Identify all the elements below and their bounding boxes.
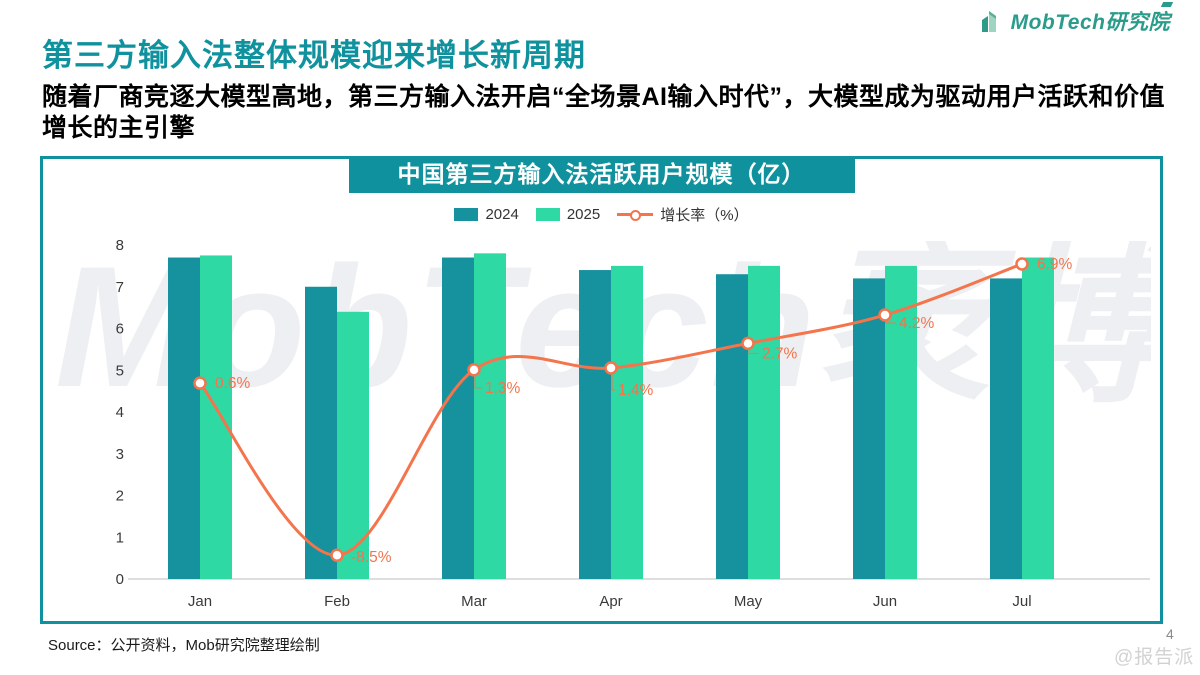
- growth-label-Jun: 4.2%: [899, 315, 935, 332]
- growth-label-Jan: 0.6%: [215, 375, 251, 392]
- page-number: 4: [1166, 626, 1174, 642]
- graduation-cap-icon: [1160, 2, 1174, 7]
- legend-line-dot: [630, 209, 642, 221]
- x-tick-label: Jun: [873, 593, 897, 610]
- bar-2024-Jan: [168, 257, 200, 579]
- bar-2025-Jan: [200, 255, 232, 579]
- page-title: 第三方输入法整体规模迎来增长新周期: [42, 38, 586, 73]
- bar-2024-Mar: [442, 257, 474, 579]
- logo-text: MobTech研究院: [1010, 11, 1170, 34]
- bar-2024-Jun: [853, 278, 885, 579]
- y-tick-label: 6: [116, 321, 124, 338]
- y-tick-label: 0: [116, 571, 124, 588]
- bar-2025-Jul: [1022, 257, 1054, 579]
- chart-legend: 2024 2025 增长率（%）: [43, 204, 1160, 225]
- growth-label-Feb: -8.5%: [351, 549, 392, 566]
- growth-point-Mar: [467, 363, 481, 377]
- legend-line-marker-icon: [617, 209, 654, 221]
- logo: MobTech研究院: [980, 2, 1174, 36]
- chart-panel: MobTech袤博 中国第三方输入法活跃用户规模（亿） 2024 2025 增长…: [40, 156, 1163, 624]
- x-tick-label: May: [734, 593, 763, 610]
- growth-point-Jul: [1015, 257, 1029, 271]
- y-tick-label: 7: [116, 279, 124, 296]
- growth-label-Mar: 1.3%: [485, 380, 521, 397]
- label-leader-line: [474, 376, 482, 389]
- x-tick-label: Feb: [324, 593, 350, 610]
- growth-label-Jul: 6.9%: [1037, 256, 1073, 273]
- bar-2024-Apr: [579, 270, 611, 579]
- x-tick-label: Mar: [461, 593, 487, 610]
- label-leader-line: [885, 322, 896, 324]
- y-tick-label: 3: [116, 446, 124, 463]
- bar-2025-Apr: [611, 265, 643, 579]
- corner-watermark: @报告派: [1114, 647, 1195, 668]
- growth-point-Apr: [604, 361, 618, 375]
- y-tick-label: 8: [116, 237, 124, 254]
- label-leader-line: [748, 350, 759, 354]
- bar-2024-Feb: [305, 286, 337, 579]
- growth-point-Feb: [330, 548, 344, 562]
- bar-2024-May: [716, 274, 748, 579]
- bar-2024-Jul: [990, 278, 1022, 579]
- growth-point-Jun: [878, 308, 892, 322]
- x-tick-label: Jul: [1012, 593, 1031, 610]
- y-tick-label: 1: [116, 529, 124, 546]
- combo-chart: 0 1 2 3 4 5 6 7 8 Jan Feb Mar Apr May Jun Jul 0.6% -8.5% 1…: [116, 237, 1150, 610]
- source-note: Source：公开资料，Mob研究院整理绘制: [48, 637, 320, 654]
- growth-point-Jan: [193, 376, 207, 390]
- growth-label-Apr: 1.4%: [618, 382, 654, 399]
- growth-point-May: [741, 336, 755, 351]
- label-leader-line: [611, 374, 615, 391]
- chart-title-banner: 中国第三方输入法活跃用户规模（亿）: [348, 156, 855, 193]
- bar-2025-May: [748, 265, 780, 579]
- legend-label-growth: 增长率（%）: [660, 207, 749, 224]
- x-tick-label: Jan: [188, 593, 212, 610]
- legend-swatch-2024: [454, 208, 479, 221]
- y-tick-label: 5: [116, 362, 124, 379]
- page-subtitle: 随着厂商竞逐大模型高地，第三方输入法开启“全场景AI输入时代”，大模型成为驱动用…: [42, 83, 1166, 142]
- legend-swatch-2025: [535, 208, 560, 221]
- growth-label-May: 2.7%: [762, 345, 798, 362]
- y-tick-label: 2: [116, 488, 124, 505]
- y-tick-label: 4: [116, 404, 124, 421]
- building-icon: [981, 11, 996, 32]
- bar-2025-Feb: [337, 311, 369, 579]
- bar-2025-Mar: [474, 253, 506, 579]
- x-tick-label: Apr: [599, 593, 622, 610]
- legend-label-2025: 2025: [566, 206, 601, 223]
- legend-label-2024: 2024: [485, 206, 519, 223]
